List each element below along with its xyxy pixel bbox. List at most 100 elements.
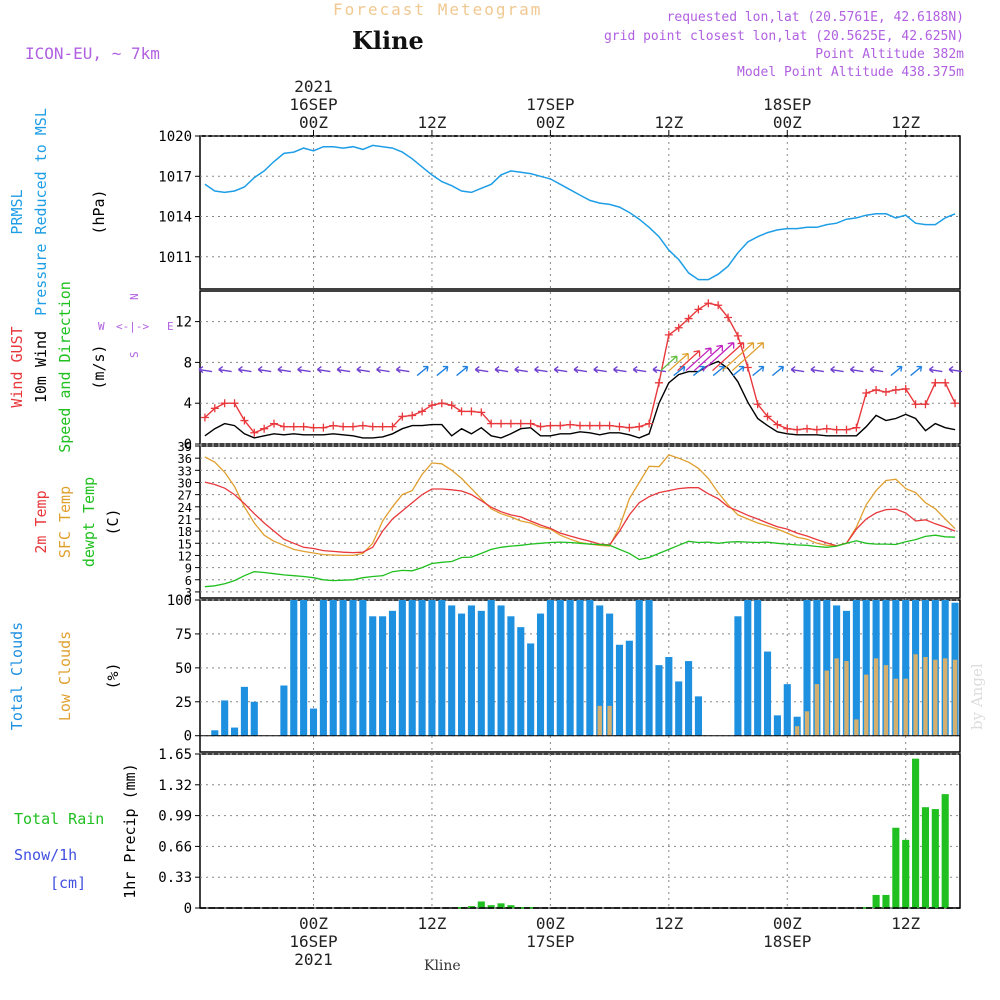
pressure-tick-label: 1020 [158,129,192,145]
top-time-label: 18SEP [763,95,811,114]
wind-gust-marker [566,420,575,429]
wind-direction-arrow [277,366,291,374]
wind-gust-marker [329,421,338,430]
wind-gust-marker [872,385,881,394]
meteogram-title: Forecast Meteogram [333,0,543,19]
wind-direction-arrow [198,366,213,374]
wind-gust-marker [832,425,841,434]
wind-gust-marker [664,330,673,339]
wind-tick-label: 12 [175,315,192,331]
wind-gust-marker [585,421,594,430]
precip-label-snow: Snow/1h [14,846,77,864]
cloud-tick-label: 50 [175,661,192,677]
low-cloud-bar [844,661,849,736]
top-time-label: 12Z [654,113,683,132]
wind-direction-arrow [416,365,429,377]
bottom-time-label: 00Z [299,914,328,933]
point-altitude: Point Altitude 382m [815,47,964,62]
wind-gust-marker [279,422,288,431]
wind-gust-marker [733,331,742,340]
wind-tick-label: 8 [184,355,192,371]
wind-gust-marker [951,399,960,408]
requested-coords: requested lon,lat (20.5761E, 42.6188N) [666,10,964,25]
wind-gust-line [204,302,956,434]
cloud-tick-label: 100 [167,593,192,609]
wind-gust-marker [783,424,792,433]
wind-gust-marker [536,422,545,431]
compass-e: E [167,320,174,333]
wind-gust-marker [862,389,871,397]
bottom-time-label: 12Z [891,914,920,933]
precip-bar [497,903,505,908]
precip-bar [912,758,920,908]
top-time-label: 2021 [294,77,333,96]
wind-gust-marker [210,404,219,413]
total-cloud-bar [428,600,436,736]
wind-direction-arrow [869,366,884,374]
low-cloud-bar [864,674,869,736]
precip-label-cm: [cm] [50,874,86,892]
wind-gust-marker [911,400,920,409]
total-cloud-bar [497,605,505,736]
cloud-tick-label: 25 [175,695,192,711]
wind-gust-marker [645,419,654,428]
wind-gust-marker [418,407,427,416]
compass-arrow: <-|-> [116,320,149,333]
temp-label-unit: (C) [104,508,122,535]
wind-direction-arrow-strong [702,342,735,372]
wind-direction-arrow [928,366,943,374]
top-time-label: 00Z [299,113,328,132]
wind-direction-arrow [218,366,232,374]
total-cloud-bar [230,727,239,736]
cloud-label-total: Total Clouds [8,622,26,730]
total-cloud-bar [773,715,781,736]
total-cloud-bar [250,701,258,736]
wind-gust-marker [220,399,229,408]
precip-bar [507,905,515,908]
wind-gust-marker [319,423,328,432]
location-title: Kline [352,26,424,55]
wind-gust-marker [477,408,486,417]
wind-direction-arrow [316,366,331,374]
total-cloud-bar [556,600,564,736]
wind-direction-arrow [830,366,844,374]
total-cloud-bar [300,600,308,736]
total-cloud-bar [823,600,831,736]
precip-bar [882,894,890,908]
low-cloud-bar [943,658,948,736]
wind-gust-marker [240,416,249,425]
wind-label-unit: (m/s) [90,344,108,389]
wind-direction-arrow [752,365,765,377]
wind-tick-label: 0 [184,437,192,453]
low-cloud-bar [903,678,908,736]
wind-gust-marker [516,419,525,428]
wind-direction-arrow [356,366,370,374]
total-cloud-bar [635,600,643,736]
wind-direction-arrow [652,366,667,374]
wind-direction-arrow [436,365,449,377]
top-time-label: 00Z [536,113,565,132]
temp-tick-label: 12 [178,549,192,563]
low-cloud-bar [794,726,800,736]
temp-tick-label: 33 [178,464,192,478]
wind-direction-arrow [849,366,864,374]
total-cloud-bar [438,600,446,736]
wind-gust-marker [891,385,900,394]
wind-gust-marker [714,301,723,310]
precip-tick-label: 0.99 [158,809,192,825]
total-cloud-bar [398,600,406,736]
total-cloud-bar [744,600,752,736]
wind-gust-marker [684,314,693,323]
precip-label-unit: 1hr Precip (mm) [121,763,139,898]
footer-location: Kline [424,958,461,974]
wind-gust-marker [388,422,397,431]
precip-bar [941,794,949,908]
low-cloud-bar [952,659,958,736]
bottom-time-label: 12Z [417,914,446,933]
total-cloud-bar [290,600,298,736]
low-cloud-bar [804,711,810,736]
low-cloud-bar [923,657,928,736]
total-cloud-bar [596,605,604,736]
total-cloud-bar [655,665,663,736]
